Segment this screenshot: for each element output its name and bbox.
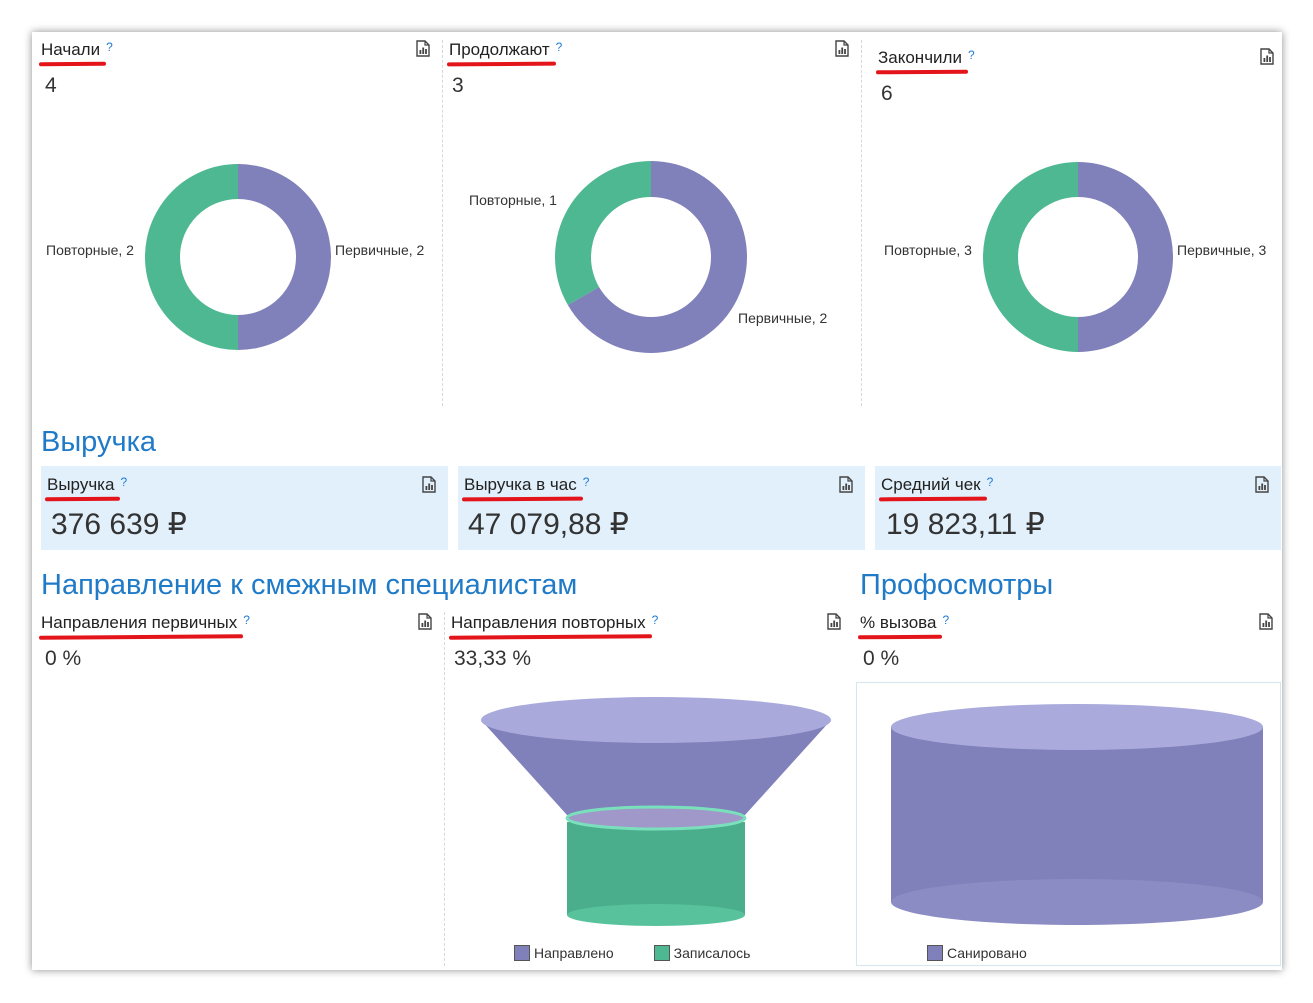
revenue-per-hour-value: 47 079,88 ₽ [468,508,629,541]
donut-slice-primary[interactable] [238,164,331,350]
started-label: Начали [41,40,101,59]
revenue-section-title: Выручка [41,426,157,458]
separator [444,612,445,966]
checkups-legend: Санировано [927,945,1027,961]
referrals-primary-title: Направления первичных? [41,613,250,633]
funnel-legend: Направлено Записалось [514,945,750,961]
finished-title: Закончили? [878,48,975,68]
legend-label-booked: Записалось [673,945,751,961]
donut-slice-primary[interactable] [1078,162,1173,352]
funnel-stage-booked [567,822,745,915]
help-icon[interactable]: ? [243,613,250,627]
checkups-section-title: Профосмотры [860,569,1054,601]
legend-label-sanitized: Санировано [947,945,1027,961]
help-icon[interactable]: ? [967,48,975,62]
help-icon[interactable]: ? [651,613,659,627]
referrals-primary-label: Направления первичных [41,613,238,632]
call-rate-label: % вызова [860,613,937,632]
report-icon[interactable] [418,613,432,630]
funnel-stage-sanitized [891,727,1263,902]
donut-slice-primary[interactable] [567,161,748,353]
finished-label-repeat: Повторные, 3 [884,242,972,258]
report-icon[interactable] [1255,476,1269,493]
funnel-stage-sanitized-bottom [891,879,1263,925]
legend-label-directed: Направлено [534,945,614,961]
help-icon[interactable]: ? [106,40,113,54]
funnel-stage-booked-bottom [567,904,745,926]
legend-swatch-sanitized [927,945,943,961]
call-rate-value: 0 % [863,647,900,670]
finished-label: Закончили [878,48,962,67]
referrals-repeat-title: Направления повторных? [451,613,658,633]
referrals-repeat-value: 33,33 % [454,647,532,670]
report-icon[interactable] [422,476,436,493]
call-rate-title: % вызова? [860,613,949,633]
donut-slice-repeat[interactable] [145,164,238,350]
funnel-stage-booked-top [565,805,747,831]
revenue-total-label: Выручка [47,475,115,494]
donut-slice-repeat[interactable] [983,162,1078,352]
avg-check-label: Средний чек [881,475,981,494]
help-icon[interactable]: ? [986,475,994,489]
finished-value: 6 [881,82,893,105]
continuing-title: Продолжают? [449,40,562,60]
started-label-primary: Первичные, 2 [335,242,425,258]
funnel-stage-directed-top [481,697,831,743]
referrals-repeat-label: Направления повторных [451,613,646,632]
revenue-total-value: 376 639 ₽ [51,508,187,541]
revenue-per-hour-label: Выручка в час [464,475,577,494]
report-icon[interactable] [1259,613,1273,630]
avg-check-title: Средний чек? [881,475,993,495]
legend-swatch-directed [514,945,530,961]
continuing-label-primary: Первичные, 2 [738,310,828,326]
checkups-funnel-chart [891,704,1263,925]
report-icon[interactable] [835,40,849,57]
started-value: 4 [45,74,57,97]
funnel-stage-sanitized-top [891,704,1263,750]
separator [861,40,862,406]
report-icon[interactable] [1260,48,1274,65]
referrals-funnel-chart [481,697,831,926]
checkups-chart-frame [856,682,1281,966]
referrals-primary-value: 0 % [45,647,82,670]
continuing-label-repeat: Повторные, 1 [469,192,557,208]
started-label-repeat: Повторные, 2 [46,242,134,258]
revenue-per-hour-title: Выручка в час? [464,475,589,495]
revenue-total-title: Выручка? [47,475,127,495]
report-icon[interactable] [827,613,841,630]
started-title: Начали? [41,40,113,60]
avg-check-value: 19 823,11 ₽ [886,508,1045,541]
help-icon[interactable]: ? [582,475,590,489]
referrals-section-title: Направление к смежным специалистам [41,569,578,601]
continuing-value: 3 [452,74,464,97]
finished-label-primary: Первичные, 3 [1177,242,1267,258]
help-icon[interactable]: ? [120,475,128,489]
help-icon[interactable]: ? [555,40,563,54]
separator [442,40,443,406]
continuing-label: Продолжают [449,40,550,59]
funnel-stage-directed [481,720,831,815]
report-icon[interactable] [839,476,853,493]
report-icon[interactable] [416,40,430,57]
donut-slice-repeat[interactable] [555,161,651,305]
legend-swatch-booked [653,945,670,961]
help-icon[interactable]: ? [942,613,950,627]
